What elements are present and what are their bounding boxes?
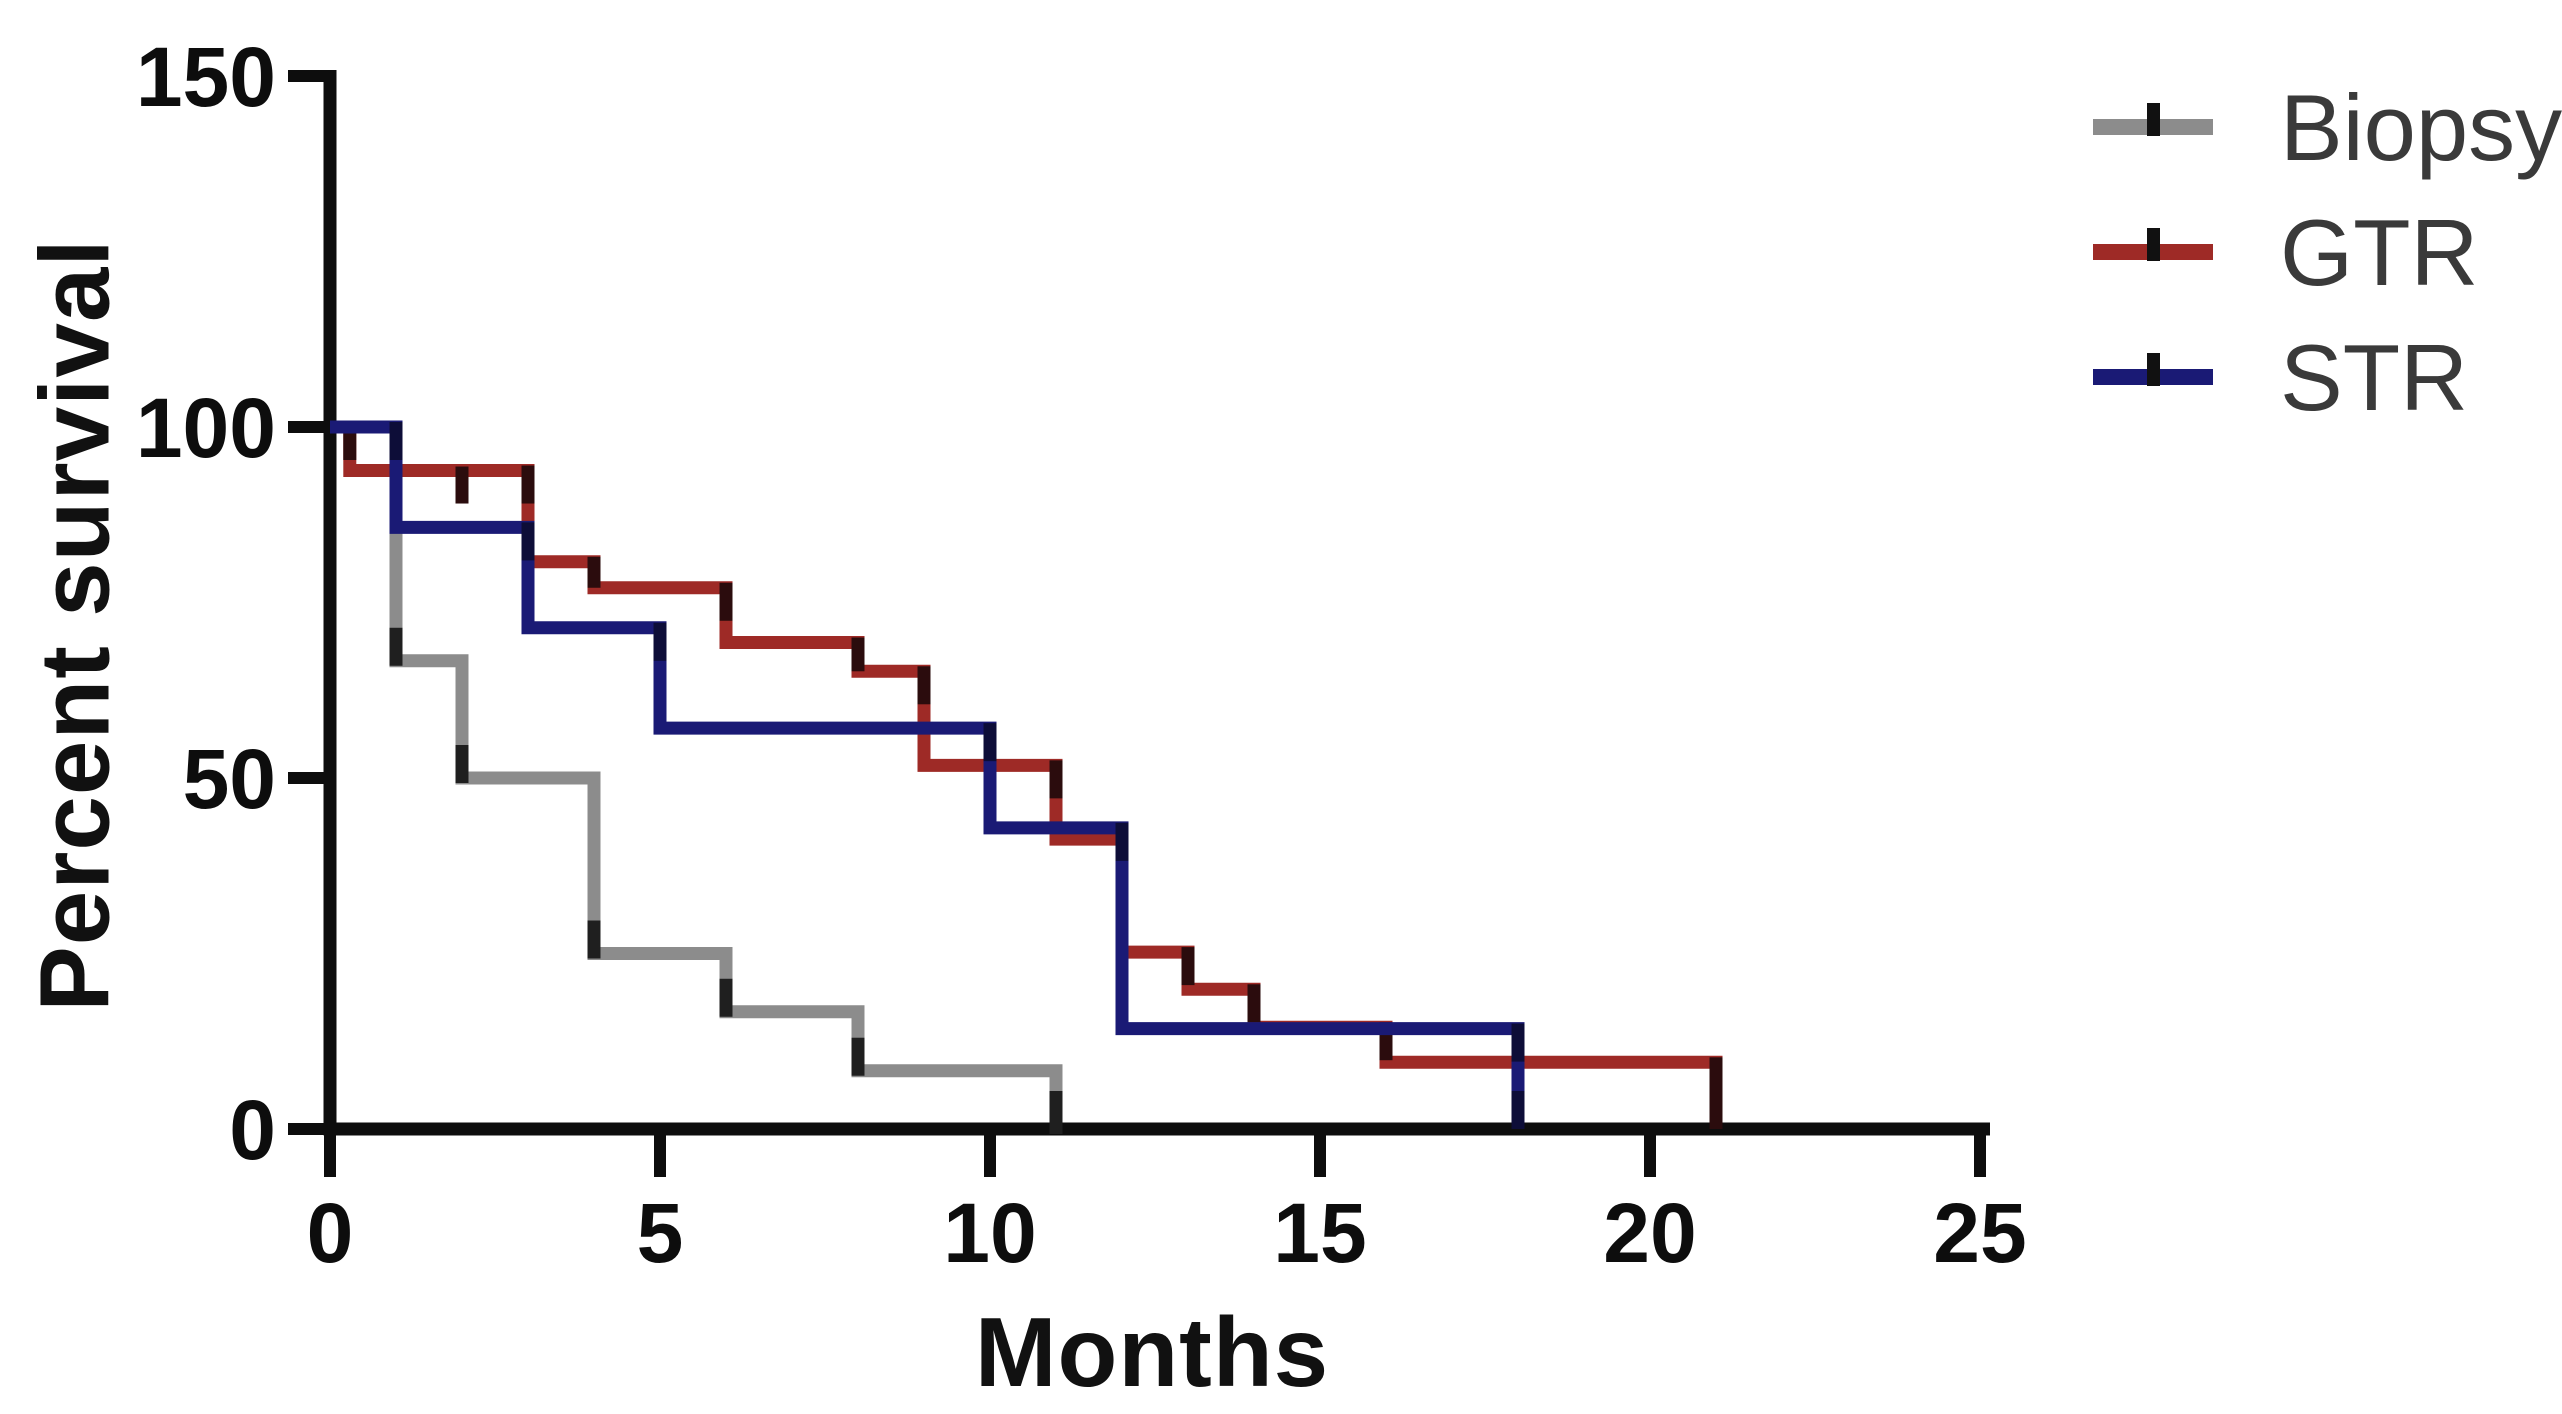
legend-label: Biopsy xyxy=(2280,75,2562,180)
x-axis-title: Months xyxy=(974,1297,1330,1407)
event-tick-biopsy xyxy=(851,1037,865,1076)
event-tick-gtr xyxy=(917,666,931,705)
event-tick-gtr xyxy=(1181,947,1195,986)
event-tick-gtr xyxy=(521,465,535,504)
event-tick-str xyxy=(653,622,667,661)
event-tick-str xyxy=(521,522,535,561)
event-tick-gtr xyxy=(1247,984,1261,1023)
event-tick-gtr xyxy=(587,556,601,588)
x-tick-label: 15 xyxy=(1273,1186,1366,1280)
terminal-tick-gtr xyxy=(1709,1091,1723,1129)
x-tick-label: 25 xyxy=(1933,1186,2026,1280)
y-tick-label: 0 xyxy=(229,1083,276,1177)
legend-censor-tick-icon xyxy=(2147,228,2160,261)
series-str-curve xyxy=(330,420,1525,1129)
legend-label: STR xyxy=(2280,325,2468,430)
event-tick-gtr xyxy=(851,637,865,672)
y-tick-label: 100 xyxy=(136,381,276,475)
event-tick-biopsy xyxy=(587,920,601,959)
event-tick-str xyxy=(389,422,403,460)
terminal-tick-biopsy xyxy=(1049,1091,1063,1129)
event-tick-str xyxy=(1511,1023,1525,1062)
event-tick-str xyxy=(1115,822,1129,861)
event-tick-gtr xyxy=(1709,1057,1723,1096)
event-tick-biopsy xyxy=(719,978,733,1017)
x-tick-label: 0 xyxy=(307,1186,354,1280)
legend-item-str: STR xyxy=(2093,325,2468,430)
legend-censor-tick-icon xyxy=(2147,353,2160,386)
event-tick-str xyxy=(983,723,997,762)
x-tick-label: 20 xyxy=(1603,1186,1696,1280)
event-tick-biopsy xyxy=(389,627,403,666)
legend-label: GTR xyxy=(2280,200,2478,305)
y-tick-label: 150 xyxy=(136,30,276,124)
legend-item-gtr: GTR xyxy=(2093,200,2478,305)
event-tick-biopsy xyxy=(455,745,469,783)
censor-tick-gtr xyxy=(455,466,469,504)
event-tick-gtr xyxy=(719,582,733,621)
event-tick-gtr xyxy=(1049,760,1063,799)
x-tick-label: 10 xyxy=(943,1186,1036,1280)
x-tick-label: 5 xyxy=(637,1186,684,1280)
legend-item-biopsy: Biopsy xyxy=(2093,75,2562,180)
terminal-tick-str xyxy=(1511,1091,1525,1129)
y-tick-label: 50 xyxy=(183,732,276,826)
legend-censor-tick-icon xyxy=(2147,103,2160,136)
